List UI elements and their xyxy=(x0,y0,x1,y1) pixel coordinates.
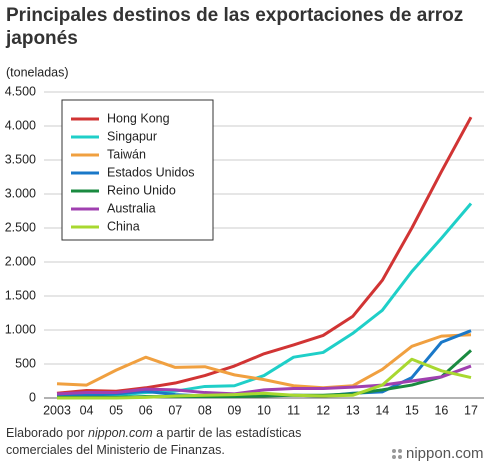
y-tick-label: 1.500 xyxy=(5,288,36,302)
line-series xyxy=(56,333,472,390)
y-tick-label: 2.000 xyxy=(5,254,36,268)
y-tick-label: 1.000 xyxy=(5,322,36,336)
x-tick-label: 13 xyxy=(346,403,360,417)
x-tick-label: 08 xyxy=(198,403,212,417)
chart-title: Principales destinos de las exportacione… xyxy=(6,5,464,49)
x-tick-label: 15 xyxy=(405,403,419,417)
x-tick-label: 07 xyxy=(168,403,182,417)
line-series xyxy=(56,364,472,396)
legend-label: Hong Kong xyxy=(107,111,170,125)
x-tick-label: 04 xyxy=(80,403,94,417)
source-note: Elaborado por nippon.com a partir de las… xyxy=(6,425,306,459)
x-tick-label: 12 xyxy=(316,403,330,417)
line-series xyxy=(57,357,472,400)
source-site: nippon.com xyxy=(88,426,153,440)
x-tick-label: 09 xyxy=(227,403,241,417)
source-rest: a partir de las estadísticas comerciales… xyxy=(6,426,302,457)
legend-label: Reino Unido xyxy=(107,183,176,197)
x-tick-label: 05 xyxy=(109,403,123,417)
logo: nippon.com xyxy=(406,445,484,462)
y-tick-label: 0 xyxy=(29,390,36,404)
y-tick-label: 3.500 xyxy=(5,152,36,166)
source-prefix: Elaborado por xyxy=(6,426,85,440)
logo-icon xyxy=(392,449,402,459)
y-tick-label: 4.000 xyxy=(5,118,36,132)
y-tick-label: 4.500 xyxy=(5,84,36,98)
x-tick-label: 17 xyxy=(464,403,478,417)
legend-label: Australia xyxy=(107,201,156,215)
x-tick-label: 10 xyxy=(257,403,271,417)
legend-label: Taiwán xyxy=(107,147,146,161)
x-tick-label: 11 xyxy=(287,403,300,417)
y-tick-label: 2.500 xyxy=(5,220,36,234)
legend-label: China xyxy=(107,219,140,233)
x-tick-label: 2003 xyxy=(43,403,71,417)
y-axis-label: (toneladas) xyxy=(6,65,69,79)
y-tick-label: 500 xyxy=(15,356,36,370)
legend-label: Estados Unidos xyxy=(107,165,195,179)
legend-box xyxy=(61,99,214,241)
x-tick-label: 14 xyxy=(375,403,389,417)
x-tick-label: 06 xyxy=(139,403,153,417)
y-tick-label: 3.000 xyxy=(5,186,36,200)
legend-label: Singapur xyxy=(107,129,157,143)
x-tick-label: 16 xyxy=(434,403,448,417)
